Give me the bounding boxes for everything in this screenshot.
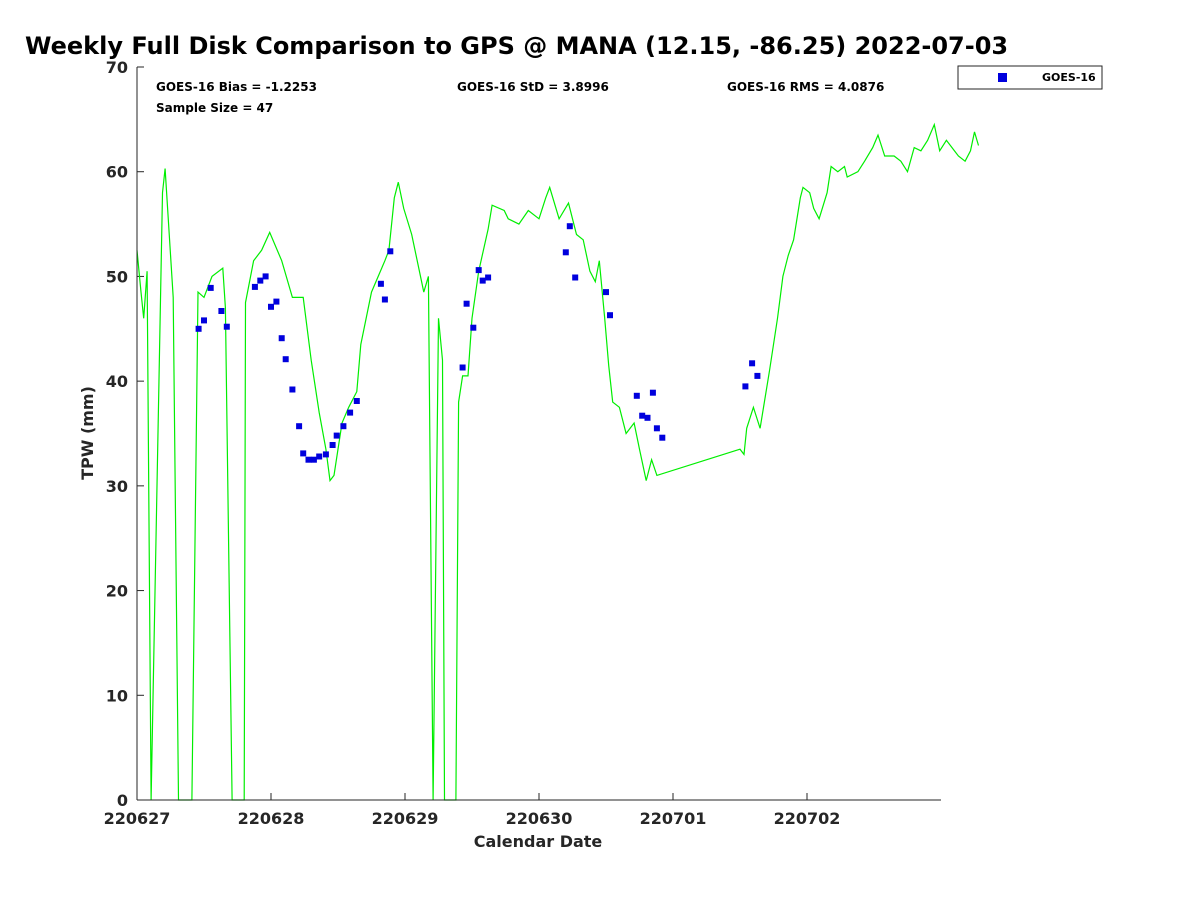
data-point-goes16 <box>340 423 347 430</box>
stat-sample-size: Sample Size = 47 <box>156 101 273 115</box>
data-point-goes16 <box>607 312 613 319</box>
x-axis-ticks: 220627 220628 220629 220630 220701 220702 <box>104 793 841 828</box>
y-axis-ticks: 0 10 20 30 40 50 60 70 <box>106 58 144 810</box>
data-point-goes16 <box>268 303 274 310</box>
data-point-goes16 <box>742 383 749 390</box>
y-axis-label: TPW (mm) <box>78 386 97 480</box>
plot-area <box>136 122 980 801</box>
data-point-goes16 <box>251 283 258 290</box>
data-point-goes16 <box>572 274 579 281</box>
y-tick-label: 0 <box>117 791 128 810</box>
stat-rms: GOES-16 RMS = 4.0876 <box>727 80 884 94</box>
y-tick-label: 30 <box>106 477 128 496</box>
data-point-goes16 <box>195 325 202 332</box>
data-point-goes16 <box>278 335 285 342</box>
data-point-goes16 <box>223 323 230 330</box>
x-tick-label: 220628 <box>238 809 305 828</box>
data-point-goes16 <box>562 249 569 256</box>
data-point-goes16 <box>566 223 573 230</box>
data-point-goes16 <box>218 308 225 314</box>
data-point-goes16 <box>381 296 388 303</box>
y-tick-label: 20 <box>106 582 128 601</box>
series-points-goes16 <box>195 223 761 463</box>
data-point-goes16 <box>470 324 477 331</box>
series-line-gps <box>136 122 980 801</box>
data-point-goes16 <box>459 364 466 371</box>
x-axis-label: Calendar Date <box>474 832 603 851</box>
data-point-goes16 <box>463 300 470 307</box>
data-point-goes16 <box>201 317 207 324</box>
data-point-goes16 <box>649 389 656 396</box>
data-point-goes16 <box>273 298 280 305</box>
data-point-goes16 <box>262 273 269 280</box>
data-point-goes16 <box>639 412 646 419</box>
data-point-goes16 <box>633 392 640 399</box>
y-tick-label: 60 <box>106 163 128 182</box>
y-tick-label: 10 <box>106 686 128 705</box>
x-tick-label: 220701 <box>640 809 707 828</box>
data-point-goes16 <box>282 356 289 363</box>
data-point-goes16 <box>653 425 660 432</box>
data-point-goes16 <box>485 274 492 281</box>
data-point-goes16 <box>316 453 323 460</box>
data-point-goes16 <box>475 267 482 274</box>
data-point-goes16 <box>333 432 340 439</box>
data-point-goes16 <box>347 409 354 416</box>
data-point-goes16 <box>644 414 651 421</box>
data-point-goes16 <box>329 442 336 448</box>
legend-label-goes16: GOES-16 <box>1042 71 1096 84</box>
data-point-goes16 <box>479 277 486 284</box>
legend: GOES-16 <box>957 65 1103 90</box>
stat-std: GOES-16 StD = 3.8996 <box>457 80 609 94</box>
data-point-goes16 <box>207 284 214 291</box>
y-tick-label: 70 <box>106 58 128 77</box>
data-point-goes16 <box>305 456 312 463</box>
x-tick-label: 220702 <box>774 809 841 828</box>
y-tick-label: 40 <box>106 372 128 391</box>
data-point-goes16 <box>289 386 296 393</box>
legend-marker-goes16 <box>998 73 1007 82</box>
x-tick-label: 220627 <box>104 809 171 828</box>
x-tick-label: 220629 <box>372 809 439 828</box>
stat-bias: GOES-16 Bias = -1.2253 <box>156 80 317 94</box>
data-point-goes16 <box>387 248 394 255</box>
data-point-goes16 <box>377 280 384 287</box>
data-point-goes16 <box>353 398 360 404</box>
data-point-goes16 <box>749 360 756 367</box>
data-point-goes16 <box>322 451 329 458</box>
legend-box <box>957 65 1103 90</box>
data-point-goes16 <box>300 450 307 457</box>
data-point-goes16 <box>603 289 609 296</box>
x-tick-label: 220630 <box>506 809 573 828</box>
y-tick-label: 50 <box>106 267 128 286</box>
data-point-goes16 <box>310 456 317 463</box>
data-point-goes16 <box>659 434 666 441</box>
data-point-goes16 <box>257 277 264 284</box>
data-point-goes16 <box>754 372 761 379</box>
chart-title: Weekly Full Disk Comparison to GPS @ MAN… <box>25 32 1008 60</box>
data-point-goes16 <box>296 423 303 430</box>
